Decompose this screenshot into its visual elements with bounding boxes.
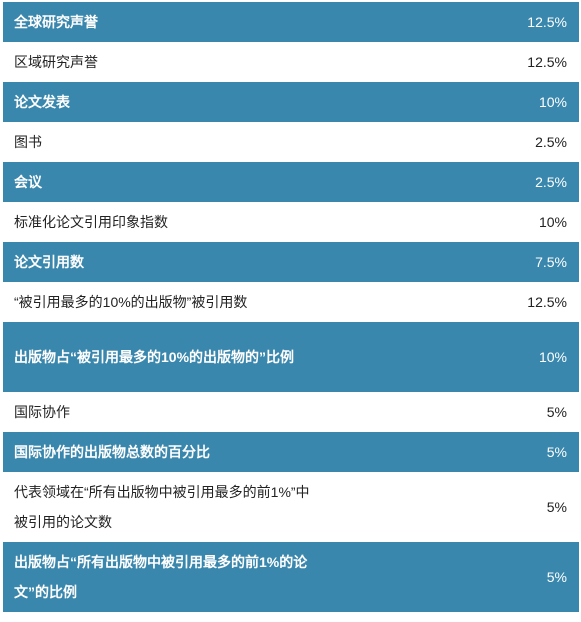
indicator-label: 出版物占“所有出版物中被引用最多的前1%的论文”的比例 — [14, 554, 308, 600]
table-row: 图书 2.5% — [3, 122, 579, 162]
indicator-weight: 12.5% — [527, 294, 567, 310]
indicator-label: 会议 — [14, 174, 42, 190]
indicator-label: 图书 — [14, 134, 42, 150]
indicator-weight: 10% — [538, 94, 567, 110]
indicator-weight: 12.5% — [527, 54, 567, 70]
indicator-label: 论文发表 — [14, 94, 70, 110]
table-row: 代表领域在“所有出版物中被引用最多的前1%”中被引用的论文数 5% — [3, 472, 579, 542]
indicator-weight: 7.5% — [535, 254, 567, 270]
indicator-label: 区域研究声誉 — [14, 54, 98, 70]
indicator-label: 标准化论文引用印象指数 — [14, 214, 168, 230]
table-row: 出版物占“所有出版物中被引用最多的前1%的论文”的比例 5% — [3, 542, 579, 612]
table-row: 论文引用数 7.5% — [3, 242, 579, 282]
indicator-weight: 5% — [546, 569, 567, 585]
indicator-label: 论文引用数 — [14, 254, 84, 270]
indicator-label: 全球研究声誉 — [14, 14, 98, 30]
table-row: 国际协作 5% — [3, 392, 579, 432]
indicator-label: 国际协作的出版物总数的百分比 — [14, 444, 210, 460]
indicator-label: 代表领域在“所有出版物中被引用最多的前1%”中被引用的论文数 — [14, 484, 310, 530]
table-row: 区域研究声誉 12.5% — [3, 42, 579, 82]
indicator-weight: 5% — [546, 404, 567, 420]
table-row: 论文发表 10% — [3, 82, 579, 122]
indicator-weight: 5% — [546, 444, 567, 460]
indicator-label: “被引用最多的10%的出版物”被引用数 — [14, 294, 248, 310]
indicator-weight: 2.5% — [535, 174, 567, 190]
indicator-label: 国际协作 — [14, 404, 70, 420]
table-row: 全球研究声誉 12.5% — [3, 2, 579, 42]
indicator-weight: 2.5% — [535, 134, 567, 150]
table-row: 国际协作的出版物总数的百分比 5% — [3, 432, 579, 472]
table-row: “被引用最多的10%的出版物”被引用数 12.5% — [3, 282, 579, 322]
table-row: 出版物占“被引用最多的10%的出版物的”比例 10% — [3, 322, 579, 392]
indicator-weight: 10% — [538, 349, 567, 365]
indicator-weight: 12.5% — [527, 14, 567, 30]
indicator-weight-table: 全球研究声誉 12.5% 区域研究声誉 12.5% 论文发表 10% 图书 2.… — [3, 0, 579, 612]
indicator-label: 出版物占“被引用最多的10%的出版物的”比例 — [14, 349, 295, 365]
indicator-weight: 5% — [546, 499, 567, 515]
indicator-weight: 10% — [538, 214, 567, 230]
table-row: 标准化论文引用印象指数 10% — [3, 202, 579, 242]
table-row: 会议 2.5% — [3, 162, 579, 202]
